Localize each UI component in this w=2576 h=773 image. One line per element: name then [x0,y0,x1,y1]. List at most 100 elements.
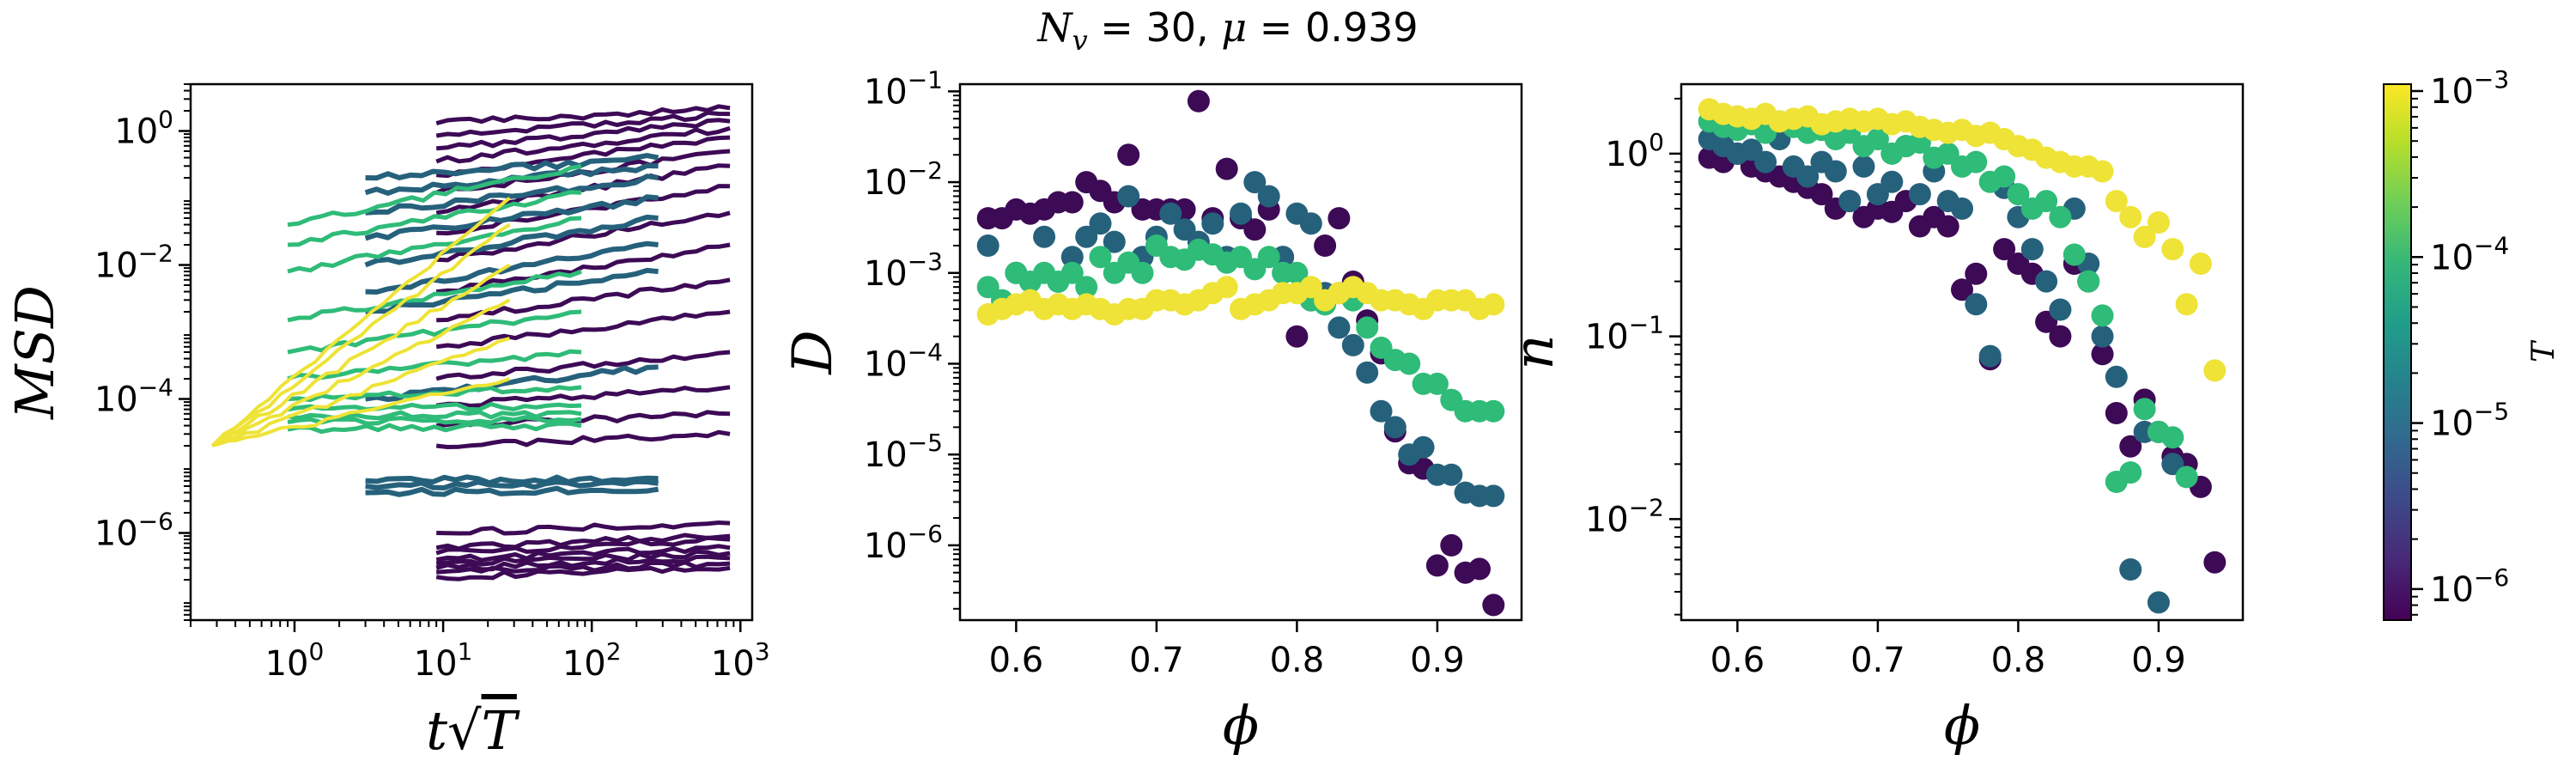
n-point [1978,344,2002,368]
n-point [2091,304,2114,327]
msd-frame [189,82,754,622]
figure-title: Nv = 30, μ = 0.939 [1036,4,1418,57]
n-point [1838,190,1862,213]
y-tick-label: 10−6 [864,520,943,566]
D-point [1285,325,1309,348]
D-point [1243,218,1267,241]
n-point [2049,325,2072,348]
msd-curve [365,364,659,402]
D-point [1482,484,1505,508]
x-tick-label: 0.9 [2131,641,2186,680]
n-point [2161,426,2184,449]
D-point [1440,533,1463,557]
y-tick-label: 10−3 [864,247,943,294]
D-xlabel: ϕ [1223,694,1259,757]
n-point [2049,205,2072,228]
colorbar-tick-label: 10−3 [2430,65,2509,112]
msd-curve [287,309,582,355]
n-point [1866,128,1889,150]
msd-curve [365,485,659,497]
msd-curve [436,210,731,263]
msd-curve [365,474,659,486]
y-tick-label: 10−2 [1585,493,1664,539]
D-point [1159,202,1182,225]
n-xlabel: ϕ [1944,694,1980,757]
msd-curve [364,214,659,268]
msd-xlabel: t√T [426,699,520,762]
n-point [1908,183,1931,206]
y-tick-label: 10−5 [864,429,943,475]
n-point [1880,170,1904,193]
n-point [2105,402,2128,424]
n-point [2189,253,2212,275]
n-point [1936,215,1959,238]
n-point [2091,325,2114,348]
msd-curve [436,520,731,536]
D-point [1482,593,1505,617]
D-point [1398,352,1421,375]
exponent-panel: 0.6 0.7 0.8 0.9 10−2 10−1 100 ϕ n [1503,82,2245,757]
msd-curve [435,565,731,581]
msd-curve [435,549,731,567]
n-point [1796,165,1820,188]
msd-curve [211,298,511,447]
n-point [2147,211,2170,234]
x-tick-label: 0.8 [1270,641,1325,680]
n-point [2175,466,2198,489]
msd-curve [211,222,511,447]
n-point [1993,238,2016,261]
D-point [1383,416,1406,439]
msd-curve [435,125,731,164]
msd-ylabel: MSD [3,285,66,420]
x-tick-label: 102 [562,637,622,684]
D-frame [958,82,1523,622]
colorbar-tick-label: 10−4 [2430,231,2509,277]
n-point [2119,205,2142,228]
n-ylabel: n [1503,334,1566,369]
n-point [1824,160,1847,183]
n-point [2161,453,2184,476]
x-tick-label: 0.7 [1129,641,1184,680]
n-point [2091,160,2114,183]
msd-curve [435,350,731,381]
D-point [1425,554,1449,577]
n-point [2105,365,2128,388]
n-point [1754,150,1777,173]
D-point [976,234,999,257]
D-point [1356,316,1379,339]
x-tick-label: 100 [265,637,325,684]
x-tick-label: 0.7 [1850,641,1905,680]
D-point [1257,246,1280,269]
msd-panel: 100 101 102 103 10−6 10−4 10−2 100 t√T MSD [3,82,770,762]
D-point [1089,246,1112,269]
colorbar-gradient [2383,83,2412,621]
msd-curve [435,535,731,556]
msd-curve [435,554,731,572]
D-point [1075,276,1098,299]
D-point [1089,212,1112,235]
D-point [1230,202,1252,225]
n-point [2035,270,2058,293]
n-point [2035,190,2058,213]
n-point [2203,359,2227,382]
x-tick-label: 103 [711,637,770,684]
diffusion-panel: 0.6 0.7 0.8 0.9 10−6 10−5 10−4 10−3 10−2 10−1 ϕ D [781,65,1523,757]
y-tick-label: 100 [114,106,173,152]
n-point [2105,190,2128,213]
D-point [1285,261,1309,284]
msd-curve [435,110,731,138]
n-point [1951,278,1973,301]
n-point [2119,461,2142,484]
D-point [1215,157,1238,180]
D-ylabel: D [781,330,845,374]
msd-curve [365,153,659,181]
colorbar-label: T [2526,339,2561,362]
D-point [1341,333,1364,356]
y-tick-label: 10−2 [864,156,943,203]
n-point [1993,165,2016,188]
n-point [1810,183,1833,206]
msd-curves [210,104,731,581]
D-point [1257,185,1280,208]
D-point [1117,185,1140,208]
n-point [2161,238,2184,261]
